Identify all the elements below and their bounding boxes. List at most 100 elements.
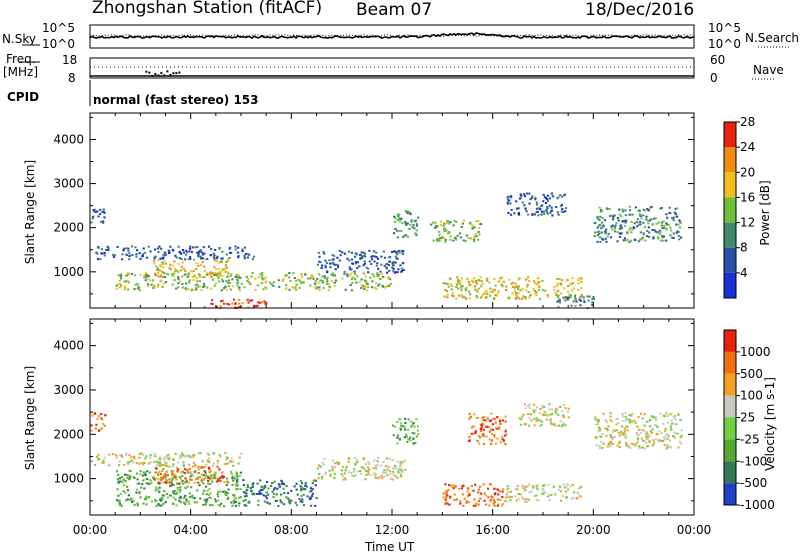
power-cell (93, 210, 96, 213)
power-cell (221, 275, 224, 278)
power-cell (339, 254, 342, 257)
velocity-cell (158, 462, 161, 465)
velocity-cell (663, 438, 666, 441)
power-cell (409, 223, 412, 226)
velocity-cell (655, 432, 658, 435)
velocity-cell (376, 464, 379, 467)
velocity-cell (625, 418, 628, 421)
power-cell (375, 287, 378, 290)
power-cell (195, 268, 198, 270)
velocity-cell (178, 482, 181, 485)
power-cell (398, 251, 401, 254)
power-cell (205, 273, 208, 276)
power-cell (402, 236, 405, 238)
velocity-cell (139, 473, 142, 476)
freq-point (148, 71, 151, 74)
velocity-cell (528, 483, 531, 486)
velocity-cell (649, 419, 652, 421)
velocity-cell (281, 482, 284, 485)
velocity-cell (304, 484, 307, 487)
velocity-cell (651, 428, 654, 431)
power-cell (128, 252, 131, 255)
power-cell (413, 227, 416, 230)
x-tick-label: 04:00 (173, 523, 208, 537)
velocity-cell (388, 470, 392, 473)
power-cell (331, 274, 334, 277)
velocity-cell (488, 438, 491, 441)
power-cell (157, 258, 160, 261)
velocity-cell (488, 483, 492, 486)
velocity-cell (202, 504, 205, 506)
power-cell (354, 278, 357, 281)
power-cell (609, 236, 613, 239)
power-cell (112, 253, 115, 256)
power-cell (177, 276, 180, 278)
power-cell (392, 250, 395, 253)
velocity-cell (521, 485, 524, 488)
velocity-cell (474, 504, 477, 507)
velocity-cell (219, 502, 223, 505)
velocity-cell (226, 498, 229, 501)
velocity-cell (359, 470, 362, 472)
power-cell (465, 297, 468, 300)
velocity-cell (95, 423, 98, 426)
power-cell (629, 226, 632, 229)
power-cell (94, 211, 97, 214)
velocity-cell (236, 476, 239, 479)
velocity-cell (100, 427, 103, 430)
power-cell (262, 278, 265, 281)
velocity-cell (561, 410, 564, 413)
velocity-colorbar-segment (724, 351, 736, 374)
power-cell (200, 289, 203, 292)
power-cell (226, 282, 230, 284)
velocity-cell (225, 484, 228, 487)
velocity-cell (259, 479, 262, 482)
power-cell (527, 291, 530, 294)
velocity-cell (173, 492, 176, 495)
power-cell (156, 269, 159, 271)
velocity-cell (367, 466, 370, 469)
beam-label: Beam 07 (356, 0, 433, 20)
power-cell (326, 280, 329, 283)
velocity-cell (403, 459, 406, 462)
power-cell (206, 286, 209, 289)
power-cell (556, 300, 559, 303)
power-cell (184, 287, 187, 290)
velocity-cell (367, 473, 370, 476)
power-cell (197, 254, 200, 257)
velocity-cell (213, 498, 217, 501)
power-cell (395, 251, 398, 254)
velocity-cell (165, 475, 168, 478)
velocity-cell (516, 485, 519, 488)
power-cell (572, 300, 575, 303)
velocity-cell (634, 444, 637, 447)
velocity-cell (621, 425, 624, 428)
power-cell (638, 213, 641, 215)
freq-tick-bottom: 8 (68, 71, 76, 85)
power-cell (525, 192, 529, 195)
velocity-cell (612, 428, 615, 431)
velocity-cell (679, 436, 682, 439)
power-cell (190, 288, 193, 291)
velocity-cell (630, 442, 633, 445)
power-cell (461, 222, 464, 225)
velocity-cell (489, 499, 492, 502)
power-cell (143, 251, 147, 254)
velocity-cell (445, 501, 448, 504)
power-cell (637, 209, 640, 212)
power-cell (624, 221, 627, 224)
power-cell (237, 276, 241, 279)
power-cell (319, 279, 322, 282)
velocity-cell (493, 434, 496, 437)
power-cell (370, 255, 373, 258)
power-cell (662, 235, 666, 238)
velocity-cell (124, 491, 127, 494)
power-cell (541, 279, 544, 282)
velocity-cell (509, 499, 512, 502)
power-cell (672, 232, 675, 235)
velocity-cell (639, 446, 642, 449)
velocity-cell (642, 439, 645, 442)
velocity-cell (563, 486, 566, 489)
power-cell (457, 294, 461, 297)
velocity-cell (198, 484, 201, 487)
